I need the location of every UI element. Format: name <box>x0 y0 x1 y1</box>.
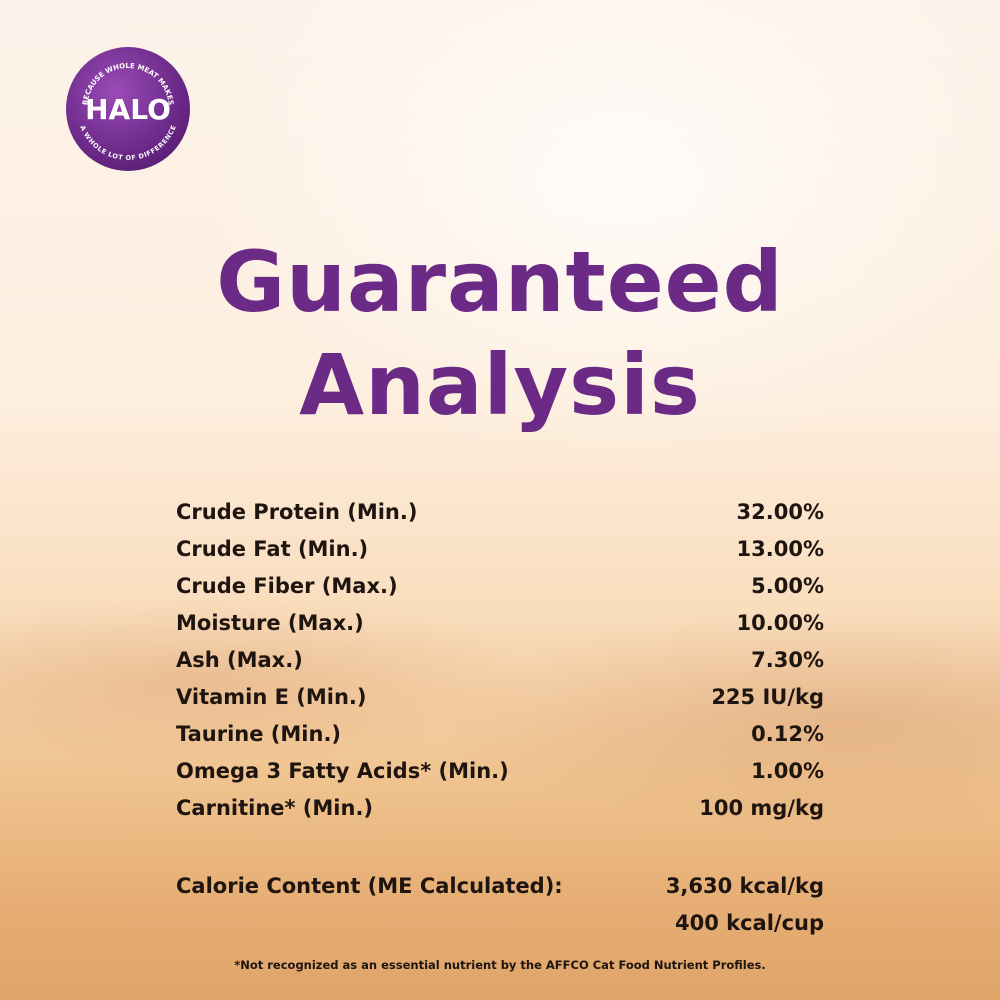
calorie-value: 3,630 kcal/kg <box>665 874 824 898</box>
nutrient-label: Ash (Max.) <box>176 648 303 672</box>
title-line: Analysis <box>299 336 701 434</box>
analysis-row: Crude Protein (Min.) 32.00% <box>176 495 824 529</box>
analysis-row: Vitamin E (Min.) 225 IU/kg <box>176 680 824 714</box>
analysis-row: Crude Fat (Min.) 13.00% <box>176 532 824 566</box>
analysis-row: Moisture (Max.) 10.00% <box>176 606 824 640</box>
nutrient-label: Crude Protein (Min.) <box>176 500 418 524</box>
logo: BECAUSE WHOLE MEAT MAKES HALO A WHOLE LO… <box>66 47 190 171</box>
background-hills <box>0 600 1000 1000</box>
analysis-row: Omega 3 Fatty Acids* (Min.) 1.00% <box>176 754 824 788</box>
analysis-row: Carnitine* (Min.) 100 mg/kg <box>176 791 824 825</box>
nutrient-label: Taurine (Min.) <box>176 722 342 746</box>
calorie-row: Calorie Content (ME Calculated): 3,630 k… <box>176 869 824 903</box>
nutrient-value: 13.00% <box>736 537 824 561</box>
nutrient-value: 10.00% <box>736 611 824 635</box>
title-line: Guaranteed <box>216 233 784 331</box>
nutrient-label: Moisture (Max.) <box>176 611 364 635</box>
logo-name: HALO <box>85 93 171 126</box>
nutrient-value: 1.00% <box>751 759 824 783</box>
nutrient-label: Vitamin E (Min.) <box>176 685 367 709</box>
calorie-label: Calorie Content (ME Calculated): <box>176 874 563 898</box>
analysis-row: Ash (Max.) 7.30% <box>176 643 824 677</box>
analysis-row: Taurine (Min.) 0.12% <box>176 717 824 751</box>
nutrient-value: 0.12% <box>751 722 824 746</box>
nutrient-label: Crude Fat (Min.) <box>176 537 369 561</box>
footnote: *Not recognized as an essential nutrient… <box>234 958 766 972</box>
analysis-row: Crude Fiber (Max.) 5.00% <box>176 569 824 603</box>
calorie-row: 400 kcal/cup <box>176 906 824 940</box>
nutrient-value: 100 mg/kg <box>699 796 824 820</box>
nutrient-label: Crude Fiber (Max.) <box>176 574 398 598</box>
calorie-value: 400 kcal/cup <box>674 911 824 935</box>
nutrient-value: 5.00% <box>751 574 824 598</box>
nutrient-value: 225 IU/kg <box>711 685 824 709</box>
nutrient-label: Omega 3 Fatty Acids* (Min.) <box>176 759 509 783</box>
nutrient-value: 7.30% <box>751 648 824 672</box>
logo-badge <box>66 47 190 171</box>
nutrient-label: Carnitine* (Min.) <box>176 796 374 820</box>
nutrient-value: 32.00% <box>736 500 824 524</box>
